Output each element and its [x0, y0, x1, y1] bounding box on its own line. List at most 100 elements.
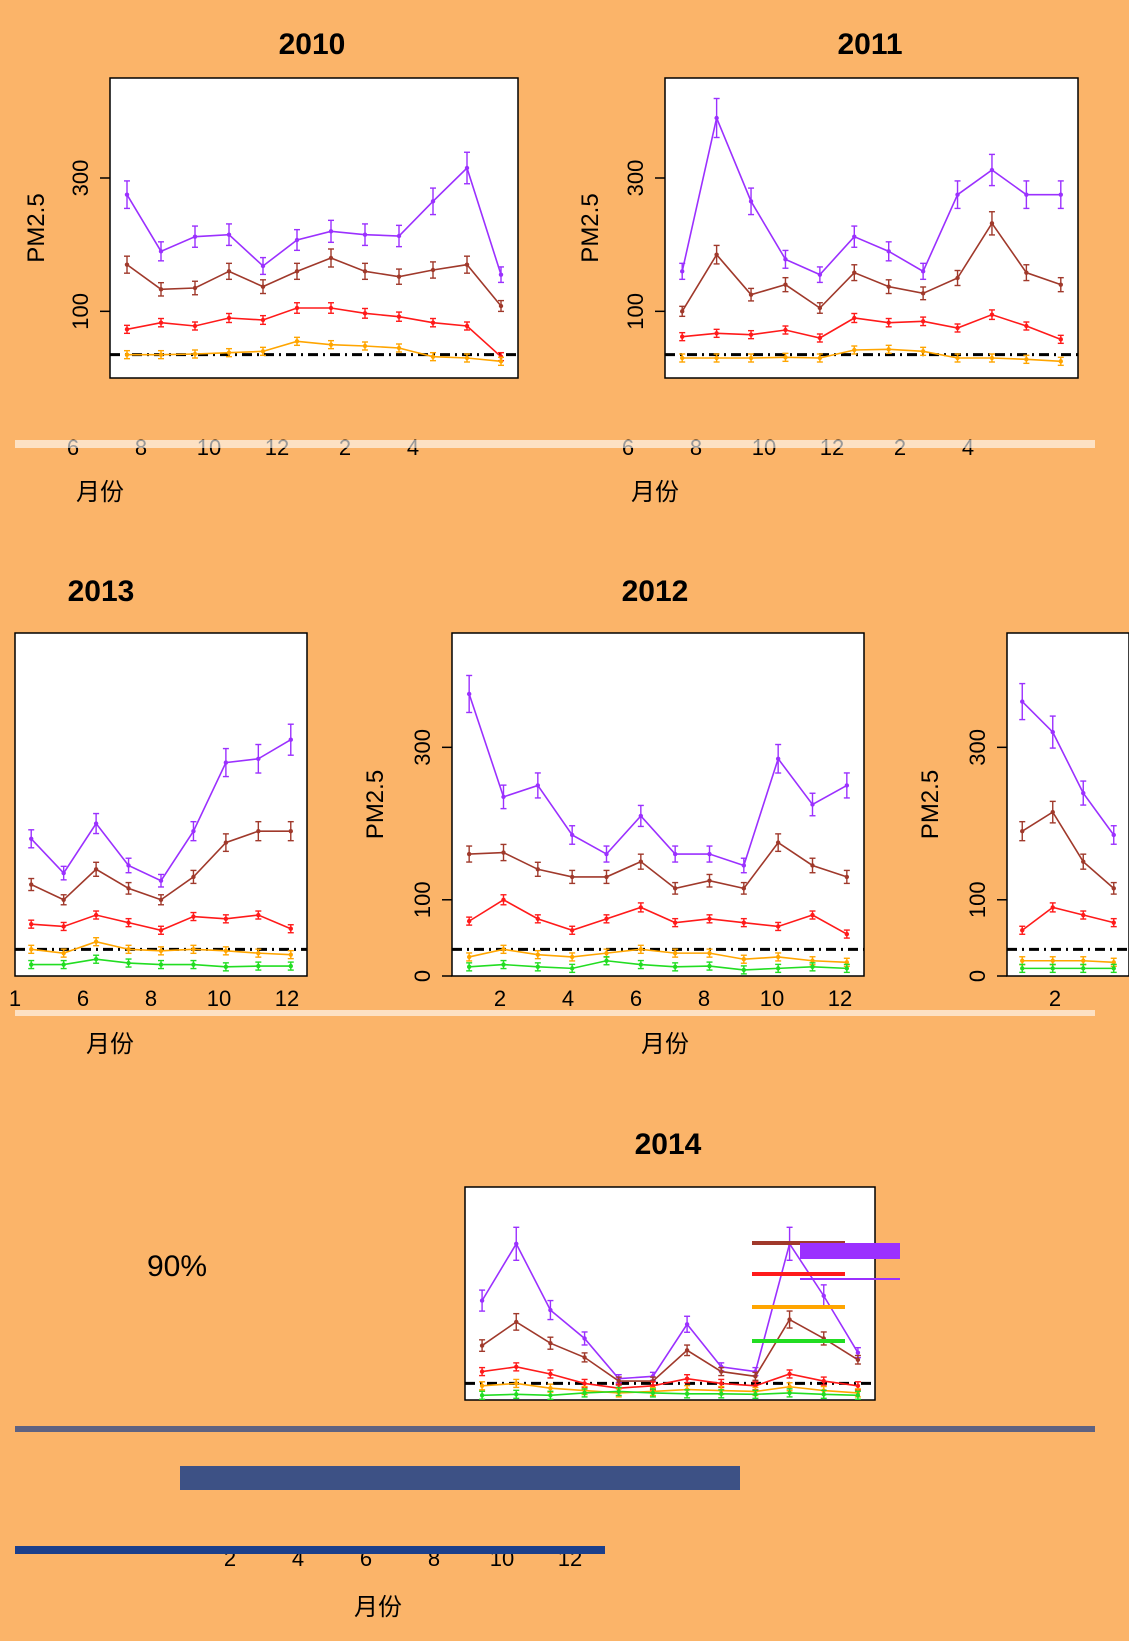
data-point — [810, 958, 815, 963]
data-point — [430, 320, 436, 325]
data-point — [126, 920, 131, 925]
series-line-p25 — [482, 1382, 858, 1394]
data-point — [569, 966, 575, 971]
data-point — [604, 916, 609, 922]
data-point — [955, 325, 960, 331]
chart-title: 2010 — [279, 28, 346, 61]
data-point — [852, 234, 857, 239]
x-tick-label: 12 — [828, 986, 852, 1011]
data-point — [684, 1322, 690, 1327]
y-tick-label: 300 — [68, 160, 93, 197]
data-point — [1111, 966, 1116, 971]
plot-area — [464, 1186, 876, 1401]
data-point — [501, 794, 506, 800]
data-point — [226, 350, 232, 355]
series-line-p25 — [682, 348, 1061, 363]
x-axis-label: 月份 — [76, 479, 124, 506]
data-point — [498, 272, 504, 277]
data-point — [775, 756, 781, 761]
data-point — [61, 870, 66, 876]
series-line-p50 — [468, 898, 848, 935]
data-point — [61, 962, 66, 967]
data-point — [548, 1393, 553, 1398]
y-tick-label: 100 — [68, 293, 93, 330]
y-tick-label: 100 — [965, 881, 990, 918]
data-point — [1081, 912, 1086, 918]
data-point — [1111, 960, 1116, 965]
series-line-p90 — [468, 693, 848, 867]
data-point — [821, 1378, 826, 1384]
data-point — [821, 1392, 826, 1397]
data-point — [775, 966, 781, 971]
data-point — [844, 783, 850, 788]
data-point — [741, 886, 747, 891]
data-point — [126, 863, 131, 868]
data-point — [1020, 966, 1025, 971]
data-point — [1058, 192, 1063, 197]
data-point — [192, 234, 198, 239]
data-point — [680, 334, 685, 339]
data-point — [191, 874, 196, 880]
data-point — [783, 327, 788, 333]
series-line-p25 — [1022, 959, 1114, 964]
x-tick-label: 12 — [275, 986, 299, 1011]
data-point — [582, 1336, 587, 1341]
data-point — [680, 355, 685, 361]
data-point — [1050, 729, 1055, 735]
data-point — [821, 1293, 826, 1299]
data-point — [684, 1391, 690, 1397]
data-point — [260, 284, 266, 289]
x-axis-label: 月份 — [641, 1031, 689, 1058]
data-point — [1058, 337, 1063, 342]
data-point — [288, 737, 293, 742]
data-point — [989, 355, 995, 361]
data-point — [158, 962, 164, 967]
data-point — [362, 269, 368, 274]
data-point — [124, 352, 130, 357]
data-point — [1020, 828, 1025, 834]
data-point — [158, 948, 164, 954]
data-point — [787, 1390, 792, 1396]
chart-title: 2014 — [635, 1128, 702, 1161]
x-tick-label: 2 — [494, 986, 506, 1011]
data-point — [1024, 323, 1029, 329]
plot-area — [664, 77, 1079, 379]
data-point — [1081, 966, 1086, 971]
series-line-p50 — [1021, 906, 1114, 931]
series-line-p75 — [126, 257, 502, 307]
data-point — [604, 851, 609, 857]
data-point — [1081, 958, 1086, 963]
data-point — [430, 267, 436, 273]
data-point — [191, 914, 196, 919]
data-point — [748, 292, 754, 297]
data-point — [855, 1383, 861, 1389]
data-point — [466, 918, 472, 924]
data-point — [714, 331, 719, 336]
data-point — [775, 954, 781, 960]
y-tick-label: 100 — [410, 881, 435, 918]
data-point — [288, 926, 293, 931]
data-point — [498, 303, 504, 309]
data-point — [1050, 809, 1055, 815]
data-point — [328, 305, 334, 311]
chart-title: 2013 — [68, 575, 135, 608]
series-line-p50 — [481, 1366, 859, 1389]
data-point — [498, 359, 504, 364]
data-point — [1081, 790, 1086, 796]
data-point — [535, 952, 541, 957]
data-point — [569, 954, 575, 960]
data-point — [638, 947, 644, 952]
data-point — [852, 270, 857, 275]
data-point — [93, 821, 99, 826]
data-point — [852, 315, 857, 321]
legend-label: 90% — [147, 1250, 207, 1283]
data-point — [514, 1241, 519, 1247]
data-point — [548, 1371, 553, 1377]
data-point — [396, 314, 402, 319]
data-point — [707, 916, 712, 922]
data-point — [604, 874, 609, 880]
x-tick-label: 4 — [562, 986, 574, 1011]
data-point — [535, 867, 541, 872]
data-point — [707, 963, 712, 969]
